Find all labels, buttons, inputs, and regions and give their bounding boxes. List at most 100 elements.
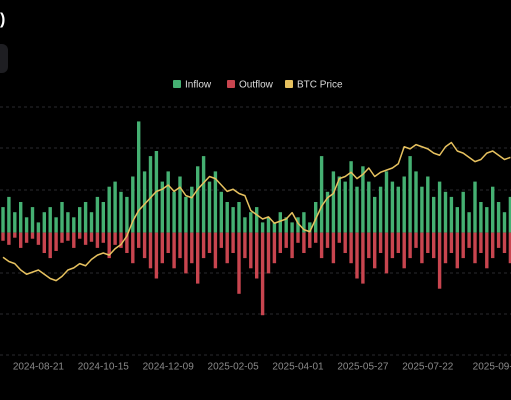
bar <box>137 232 141 248</box>
bar <box>325 232 330 248</box>
bar <box>491 186 495 233</box>
bar <box>249 212 253 233</box>
bar <box>36 232 41 245</box>
bar <box>266 217 271 233</box>
bar <box>42 212 46 233</box>
bar <box>255 207 259 233</box>
bar <box>496 232 501 248</box>
bar <box>449 232 454 253</box>
x-tick-label: 2024-08-21 <box>13 362 65 373</box>
bar <box>302 232 306 253</box>
bar <box>502 212 507 233</box>
bar <box>378 232 383 253</box>
legend-swatch <box>285 80 293 88</box>
bar <box>337 176 341 233</box>
bar <box>36 222 41 233</box>
bar <box>355 232 359 279</box>
bar <box>337 232 341 243</box>
bar <box>378 186 383 233</box>
bar <box>384 232 389 274</box>
button[interactable] <box>0 44 8 73</box>
bar <box>7 232 11 245</box>
bar <box>24 217 29 233</box>
bar <box>184 196 188 233</box>
bar <box>260 222 265 233</box>
bar <box>60 232 64 243</box>
bar <box>42 232 46 253</box>
bar <box>284 217 288 233</box>
bar <box>72 232 76 248</box>
bar <box>331 171 336 233</box>
bar <box>207 181 212 233</box>
bar <box>66 212 70 233</box>
bar <box>154 232 159 279</box>
bar <box>437 232 442 289</box>
bar <box>237 232 241 294</box>
bar <box>443 191 448 233</box>
bar <box>142 171 147 233</box>
bar <box>325 191 330 233</box>
bar <box>349 232 353 264</box>
bar <box>432 232 436 259</box>
bar <box>461 191 465 233</box>
bar <box>491 232 495 259</box>
bar <box>502 232 507 253</box>
bar <box>479 202 483 233</box>
bar <box>196 232 200 284</box>
bar <box>54 232 58 251</box>
bar <box>473 181 477 233</box>
bar <box>160 181 164 233</box>
bar <box>219 232 223 248</box>
bar <box>131 232 135 264</box>
bar <box>361 232 365 284</box>
bar <box>396 232 400 253</box>
bar <box>7 196 11 233</box>
bar <box>373 196 377 233</box>
bar <box>302 212 306 233</box>
bar <box>107 232 111 259</box>
bar <box>125 196 129 233</box>
bar <box>201 232 206 259</box>
bar <box>408 156 412 233</box>
bar <box>225 232 229 264</box>
bar <box>237 202 241 233</box>
bar <box>496 202 501 233</box>
bar <box>125 232 129 253</box>
bar <box>367 181 371 233</box>
bar <box>89 232 94 242</box>
bar <box>78 207 82 233</box>
bar <box>437 181 442 233</box>
bar <box>172 232 176 269</box>
legend-label: BTC Price <box>297 80 343 91</box>
bar <box>420 186 424 233</box>
bar <box>190 186 194 233</box>
bar <box>278 232 282 253</box>
legend-swatch <box>227 80 235 88</box>
x-tick-label: 2025-04-01 <box>272 362 324 373</box>
bar <box>373 232 377 269</box>
bar <box>66 232 70 241</box>
bar <box>13 212 17 233</box>
bar <box>308 232 312 248</box>
bar <box>390 181 395 233</box>
bar <box>384 171 389 233</box>
bar <box>113 232 117 245</box>
bar <box>402 232 406 269</box>
bar <box>349 161 353 233</box>
bar <box>13 232 17 238</box>
price-line <box>2 141 511 282</box>
bar <box>343 181 347 233</box>
bar <box>260 232 265 316</box>
bar <box>142 232 147 259</box>
bar <box>296 232 300 243</box>
bar <box>461 232 465 259</box>
bar <box>455 207 459 233</box>
bar <box>331 232 336 264</box>
bar <box>95 196 100 233</box>
bar <box>243 217 247 233</box>
bar <box>508 232 511 264</box>
bar <box>166 171 170 233</box>
bar <box>107 186 111 233</box>
bar <box>420 232 424 264</box>
